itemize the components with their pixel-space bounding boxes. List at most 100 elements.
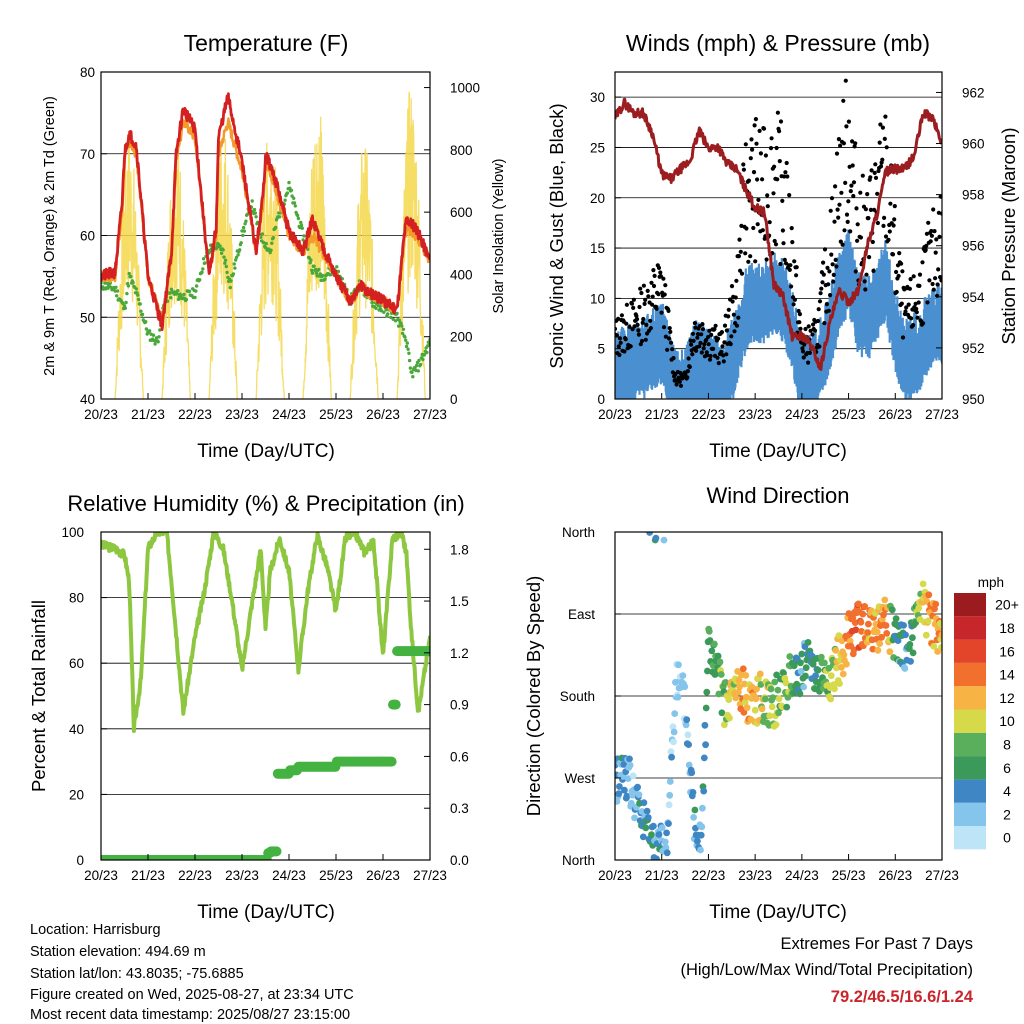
direction-point <box>804 639 812 646</box>
gust-point <box>911 323 916 328</box>
gust-point <box>837 202 842 207</box>
gust-point <box>637 304 642 310</box>
solar-insolation-line <box>208 138 238 399</box>
x-tick-label: 27/23 <box>925 407 959 422</box>
gust-point <box>668 340 674 345</box>
direction-point <box>909 649 917 657</box>
dewpoint-point <box>417 358 421 363</box>
direction-point <box>932 600 940 608</box>
gust-point <box>858 190 863 195</box>
direction-point <box>635 791 643 798</box>
x-tick-label: 23/23 <box>225 868 259 883</box>
y2-tick-label: 958 <box>962 188 985 203</box>
gust-point <box>643 337 648 342</box>
gust-point <box>645 288 650 293</box>
y2-tick-label: 950 <box>962 392 985 407</box>
gust-point <box>848 229 853 234</box>
gust-point <box>741 162 746 167</box>
dewpoint-point <box>405 341 409 345</box>
gust-point <box>834 151 840 156</box>
gust-point <box>873 162 878 167</box>
direction-point <box>772 721 780 729</box>
direction-point <box>743 693 750 701</box>
gust-point <box>644 322 649 327</box>
direction-point <box>701 721 709 729</box>
winds-frame <box>614 71 943 400</box>
y-tick-label: 60 <box>69 656 84 671</box>
y-tick-label: 30 <box>590 90 605 105</box>
gust-point <box>921 321 926 326</box>
dewpoint-point <box>136 293 140 297</box>
dewpoint-point <box>395 311 399 316</box>
gust-point <box>768 146 774 151</box>
direction-point <box>812 672 819 680</box>
gust-point <box>692 321 698 326</box>
direction-point <box>741 680 748 688</box>
gust-point <box>844 124 849 129</box>
dewpoint-point <box>113 289 117 293</box>
winds-plot-area <box>615 78 942 399</box>
pressure-y2label: Station Pressure (Maroon) <box>998 128 1019 345</box>
gust-point <box>749 137 754 142</box>
gust-point <box>677 379 682 384</box>
colorbar-label: 20+ <box>995 597 1019 613</box>
gust-point <box>863 287 868 292</box>
gust-point <box>667 326 672 331</box>
gust-point <box>624 302 630 307</box>
x-tick-label: 20/23 <box>598 868 632 883</box>
gust-point <box>894 289 899 295</box>
dewpoint-point <box>317 267 321 272</box>
colorbar-swatch <box>954 826 986 850</box>
dewpoint-point <box>201 267 205 271</box>
gust-point <box>797 320 802 325</box>
direction-point <box>865 620 872 628</box>
dewpoint-point <box>277 215 282 219</box>
gust-point <box>926 220 931 225</box>
gust-point <box>801 355 806 360</box>
gust-point <box>937 234 942 239</box>
dewpoint-point <box>374 306 378 310</box>
gust-point <box>868 175 873 180</box>
y-tick-label: 20 <box>590 191 605 206</box>
gust-point <box>782 174 787 179</box>
y-tick-label: 0 <box>597 392 605 407</box>
gust-point <box>738 249 743 254</box>
precip-point <box>386 756 397 767</box>
gust-point <box>663 283 668 288</box>
dewpoint-point <box>151 333 156 337</box>
dewpoint-point <box>125 291 129 296</box>
gust-point <box>751 225 756 231</box>
gust-point <box>850 163 855 168</box>
direction-point <box>655 831 663 838</box>
direction-point <box>909 634 916 642</box>
gust-point <box>819 286 824 291</box>
gust-point <box>792 259 797 264</box>
gust-point <box>914 310 919 315</box>
gust-point <box>686 356 691 361</box>
y-tick-label: North <box>562 525 595 540</box>
dewpoint-point <box>292 201 297 205</box>
dewpoint-point <box>179 293 183 298</box>
direction-point <box>640 799 648 807</box>
gust-point <box>709 332 714 337</box>
direction-point <box>880 611 887 619</box>
x-tick-label: 25/23 <box>832 868 866 883</box>
humidity-panel: Relative Humidity (%) & Precipitation (i… <box>28 491 469 923</box>
direction-point <box>623 792 631 800</box>
gust-point <box>909 316 914 321</box>
gust-point <box>690 352 695 357</box>
gust-point <box>836 215 841 220</box>
dewpoint-point <box>225 270 229 275</box>
gust-point <box>841 98 846 103</box>
dewpoint-point <box>182 292 186 297</box>
gust-point <box>862 279 867 284</box>
dewpoint-point <box>115 294 119 298</box>
direction-point <box>634 783 641 791</box>
dewpoint-point <box>114 285 118 289</box>
y-tick-label: 20 <box>69 787 84 802</box>
solar-y2-ticks: 0 200 400 600 800 1000 <box>424 81 480 407</box>
y-tick-label: 100 <box>61 525 84 540</box>
gust-point <box>881 223 886 228</box>
gust-point <box>722 323 728 328</box>
gust-point <box>731 312 737 317</box>
